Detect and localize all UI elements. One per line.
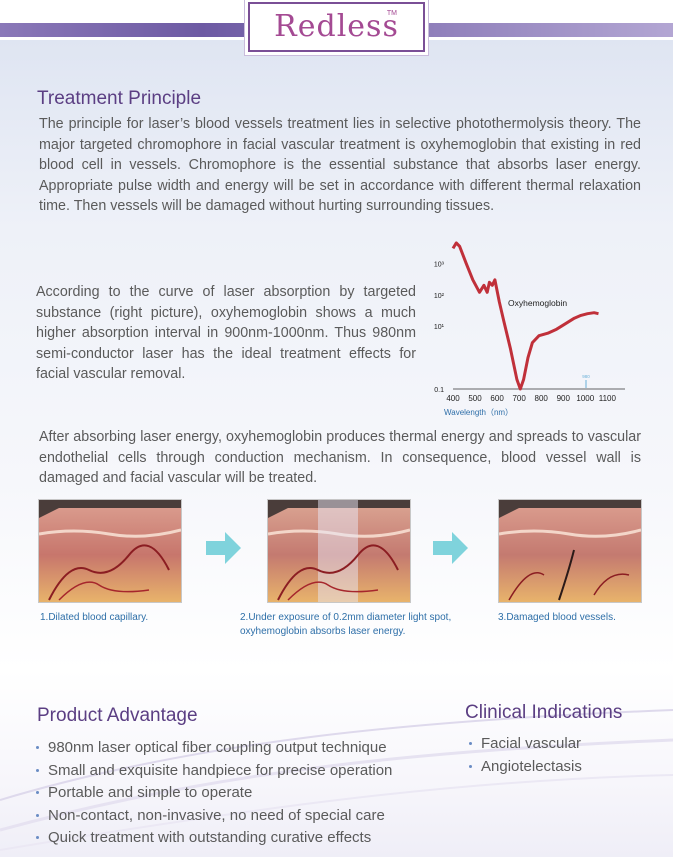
step-caption-3: 3.Damaged blood vessels.: [498, 612, 616, 623]
chart-series-oxyhemoglobin: [451, 241, 599, 391]
bottom-background: [0, 670, 673, 857]
chart-y-tick-label: 10²: [434, 293, 445, 300]
decorative-swoosh: [0, 709, 673, 851]
chart-x-tick-label: 800: [535, 394, 549, 403]
bullet-icon: [36, 791, 39, 795]
bullet-icon: [36, 768, 39, 772]
bullet-icon: [36, 813, 39, 817]
list-item: Facial vascular: [469, 733, 659, 756]
clinical-title: Clinical Indications: [465, 702, 623, 723]
treatment-paragraph-3: After absorbing laser energy, oxyhemoglo…: [39, 429, 641, 486]
list-item: Quick treatment with outstanding curativ…: [36, 827, 456, 850]
arrow-right-icon: [206, 532, 241, 564]
chart-x-tick-label: 1100: [599, 394, 617, 403]
logo: Redless TM: [248, 2, 425, 52]
bullet-icon: [469, 742, 472, 745]
arrow-right-icon: [433, 532, 468, 564]
treatment-paragraph-2: According to the curve of laser absorpti…: [36, 284, 416, 382]
chart-annotation: Oxyhemoglobin: [508, 298, 567, 308]
chart-x-tick-label: 600: [490, 394, 504, 403]
skin-image-dilated: [38, 499, 182, 603]
list-item: Portable and simple to operate: [36, 782, 456, 805]
skin-image-damaged: [498, 499, 642, 603]
chart-x-tick-label: 500: [468, 394, 482, 403]
logo-tm: TM: [386, 10, 397, 17]
list-item: Non-contact, non-invasive, no need of sp…: [36, 805, 456, 828]
treatment-title: Treatment Principle: [37, 88, 202, 109]
chart-x-tick-label: 400: [446, 394, 460, 403]
advantage-title: Product Advantage: [37, 705, 198, 726]
step-caption-1: 1.Dilated blood capillary.: [40, 612, 149, 623]
advantage-list: 980nm laser optical fiber coupling outpu…: [36, 737, 456, 850]
list-item: Small and exquisite handpiece for precis…: [36, 760, 456, 783]
chart-x-tick-label: 700: [512, 394, 526, 403]
list-item: 980nm laser optical fiber coupling outpu…: [36, 737, 456, 760]
treatment-paragraph-1: The principle for laser’s blood vessels …: [39, 116, 641, 214]
bullet-icon: [36, 746, 39, 749]
list-item: Angiotelectasis: [469, 756, 659, 779]
logo-text: Redless: [274, 9, 399, 44]
chart-y-tick-label: 10¹: [434, 324, 445, 331]
bullet-icon: [469, 764, 472, 768]
chart-y-tick-label: 10³: [434, 261, 445, 268]
absorption-chart: 400 500 600 700 800 900 1000 1100 0.1 10¹ 10² 10³ O…: [434, 241, 625, 417]
chart-y-tick-label: 0.1: [434, 387, 444, 394]
skin-image-exposure: [267, 499, 411, 603]
step-caption-2: 2.Under exposure of 0.2mm diameter light…: [240, 612, 452, 637]
bullet-icon: [36, 836, 39, 840]
chart-x-tick-label: 1000: [576, 394, 594, 403]
chart-x-tick-label: 900: [557, 394, 571, 403]
chart-marker-label: 980: [582, 374, 590, 379]
chart-xlabel: Wavelength（nm）: [444, 408, 513, 417]
clinical-list: Facial vascular Angiotelectasis: [469, 733, 659, 778]
